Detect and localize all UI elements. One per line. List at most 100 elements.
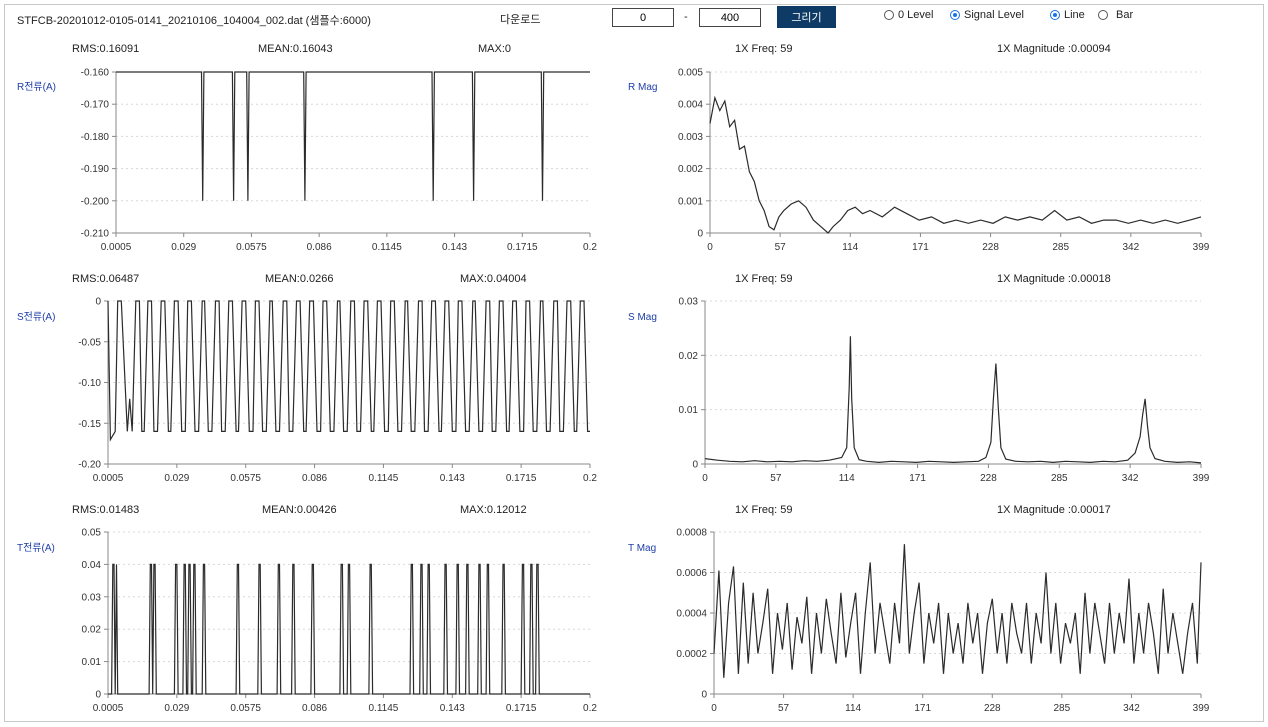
y-tick-label: 0.01	[679, 405, 699, 416]
y-tick-label: 0.04	[82, 560, 102, 571]
y-tick-label: -0.190	[81, 164, 110, 175]
x-tick-label: 0.143	[442, 242, 467, 253]
y-tick-label: 0.001	[678, 196, 703, 207]
y-tick-label: -0.05	[78, 337, 101, 348]
chart-panel-6: 1X Freq: 59 1X Magnitude :0.00017 T Mag 0.0…	[628, 504, 1210, 714]
chart-panel-5: RMS:0.01483 MEAN:0.00426 MAX:0.12012 T전류(A)…	[17, 504, 597, 714]
y-tick-label: -0.180	[81, 132, 110, 143]
chart-panel-1: RMS:0.16091 MEAN:0.16043 MAX:0 R전류(A) -0.160…	[17, 43, 597, 253]
x-tick-label: 228	[982, 242, 999, 253]
x-tick-label: 0.1145	[372, 242, 402, 253]
x-tick-label: 0.1715	[506, 473, 537, 484]
x-tick-label: 0.086	[302, 703, 327, 714]
chart-panel-2: 1X Freq: 59 1X Magnitude :0.00094 R Mag 0.0…	[628, 43, 1210, 253]
app-frame	[4, 4, 1264, 722]
y-tick-label: 0.03	[82, 592, 102, 603]
x-tick-label: 0.1145	[369, 473, 399, 484]
radio-dot[interactable]	[1098, 10, 1108, 20]
stat-text: MAX:0	[478, 43, 511, 55]
signal-level-label: Signal Level	[964, 9, 1024, 21]
y-axis-label: S Mag	[628, 312, 657, 323]
zero-level-radio[interactable]: 0 Level	[884, 9, 933, 21]
y-tick-label: -0.20	[78, 460, 101, 471]
stat-text: 1X Freq: 59	[735, 43, 792, 55]
x-tick-label: 228	[984, 703, 1001, 714]
x-tick-label: 0	[707, 242, 713, 253]
chart-panel-3: RMS:0.06487 MEAN:0.0266 MAX:0.04004 S전류(A) 0…	[17, 273, 597, 484]
x-tick-label: 114	[842, 242, 858, 253]
x-tick-label: 342	[1123, 242, 1140, 253]
series-line	[704, 336, 1202, 464]
y-tick-label: -0.10	[78, 378, 101, 389]
x-tick-label: 171	[914, 703, 931, 714]
x-tick-label: 171	[912, 242, 929, 253]
radio-dot[interactable]	[884, 10, 894, 20]
x-tick-label: 0.0575	[236, 242, 267, 253]
stat-text: MAX:0.12012	[460, 504, 527, 516]
series-line	[709, 95, 1202, 234]
x-tick-label: 0.143	[440, 703, 465, 714]
series-line	[108, 563, 590, 695]
signal-level-radio[interactable]: Signal Level	[950, 9, 1024, 21]
y-tick-label: 0.02	[82, 625, 102, 636]
stat-text: 1X Magnitude :0.00018	[997, 273, 1111, 285]
y-tick-label: 0	[697, 229, 703, 240]
y-tick-label: 0	[692, 460, 698, 471]
x-tick-label: 0	[702, 473, 708, 484]
x-tick-label: 0.2	[583, 703, 597, 714]
x-tick-label: 0.029	[164, 473, 189, 484]
x-tick-label: 0.029	[164, 703, 189, 714]
bar-label: Bar	[1116, 9, 1134, 21]
y-axis-label: T전류(A)	[17, 542, 55, 554]
x-tick-label: 114	[839, 473, 855, 484]
bar-radio[interactable]: Bar	[1098, 9, 1133, 21]
y-tick-label: 0.004	[678, 100, 703, 111]
y-tick-label: 0	[95, 690, 101, 701]
x-tick-label: 285	[1051, 473, 1068, 484]
stat-text: RMS:0.01483	[72, 504, 139, 516]
range-start-input[interactable]	[612, 8, 674, 27]
x-tick-label: 0.143	[440, 473, 465, 484]
x-tick-label: 57	[778, 703, 790, 714]
y-tick-label: -0.15	[78, 419, 101, 430]
y-tick-label: -0.200	[81, 196, 110, 207]
x-tick-label: 0.0575	[230, 703, 261, 714]
x-tick-label: 0.1715	[506, 703, 537, 714]
radio-dot[interactable]	[1050, 10, 1060, 20]
y-tick-label: 0.003	[678, 132, 703, 143]
y-tick-label: 0.0008	[676, 528, 707, 539]
download-button[interactable]: 다운로드	[500, 14, 541, 26]
range-end-input[interactable]	[699, 8, 761, 27]
x-tick-label: 57	[775, 242, 787, 253]
x-tick-label: 342	[1122, 473, 1139, 484]
y-tick-label: 0.01	[82, 657, 102, 668]
y-tick-label: 0.002	[678, 164, 703, 175]
draw-button[interactable]: 그리기	[777, 6, 836, 28]
y-axis-label: R Mag	[628, 82, 657, 93]
file-title: STFCB-20201012-0105-0141_20210106_104004…	[17, 15, 371, 27]
x-tick-label: 57	[770, 473, 782, 484]
y-axis-label: R전류(A)	[17, 81, 56, 93]
x-tick-label: 0.0005	[101, 242, 132, 253]
y-tick-label: 0.02	[679, 351, 699, 362]
x-tick-label: 399	[1193, 242, 1210, 253]
series-line	[116, 71, 590, 201]
stat-text: MEAN:0.00426	[262, 504, 337, 516]
radio-dot[interactable]	[950, 10, 960, 20]
line-radio[interactable]: Line	[1050, 9, 1085, 21]
range-separator: -	[684, 11, 688, 23]
y-tick-label: -0.170	[81, 100, 110, 111]
x-tick-label: 0.029	[171, 242, 196, 253]
stat-text: 1X Freq: 59	[735, 504, 792, 516]
x-tick-label: 0.0575	[230, 473, 261, 484]
x-tick-label: 228	[980, 473, 997, 484]
y-tick-label: 0	[701, 690, 707, 701]
x-tick-label: 0.2	[583, 473, 597, 484]
y-axis-label: S전류(A)	[17, 311, 55, 323]
series-line	[107, 300, 590, 442]
x-tick-label: 399	[1193, 703, 1210, 714]
x-tick-label: 0.1715	[507, 242, 538, 253]
x-tick-label: 0.1145	[369, 703, 399, 714]
chart-panel-4: 1X Freq: 59 1X Magnitude :0.00018 S Mag 0.0…	[628, 273, 1210, 484]
